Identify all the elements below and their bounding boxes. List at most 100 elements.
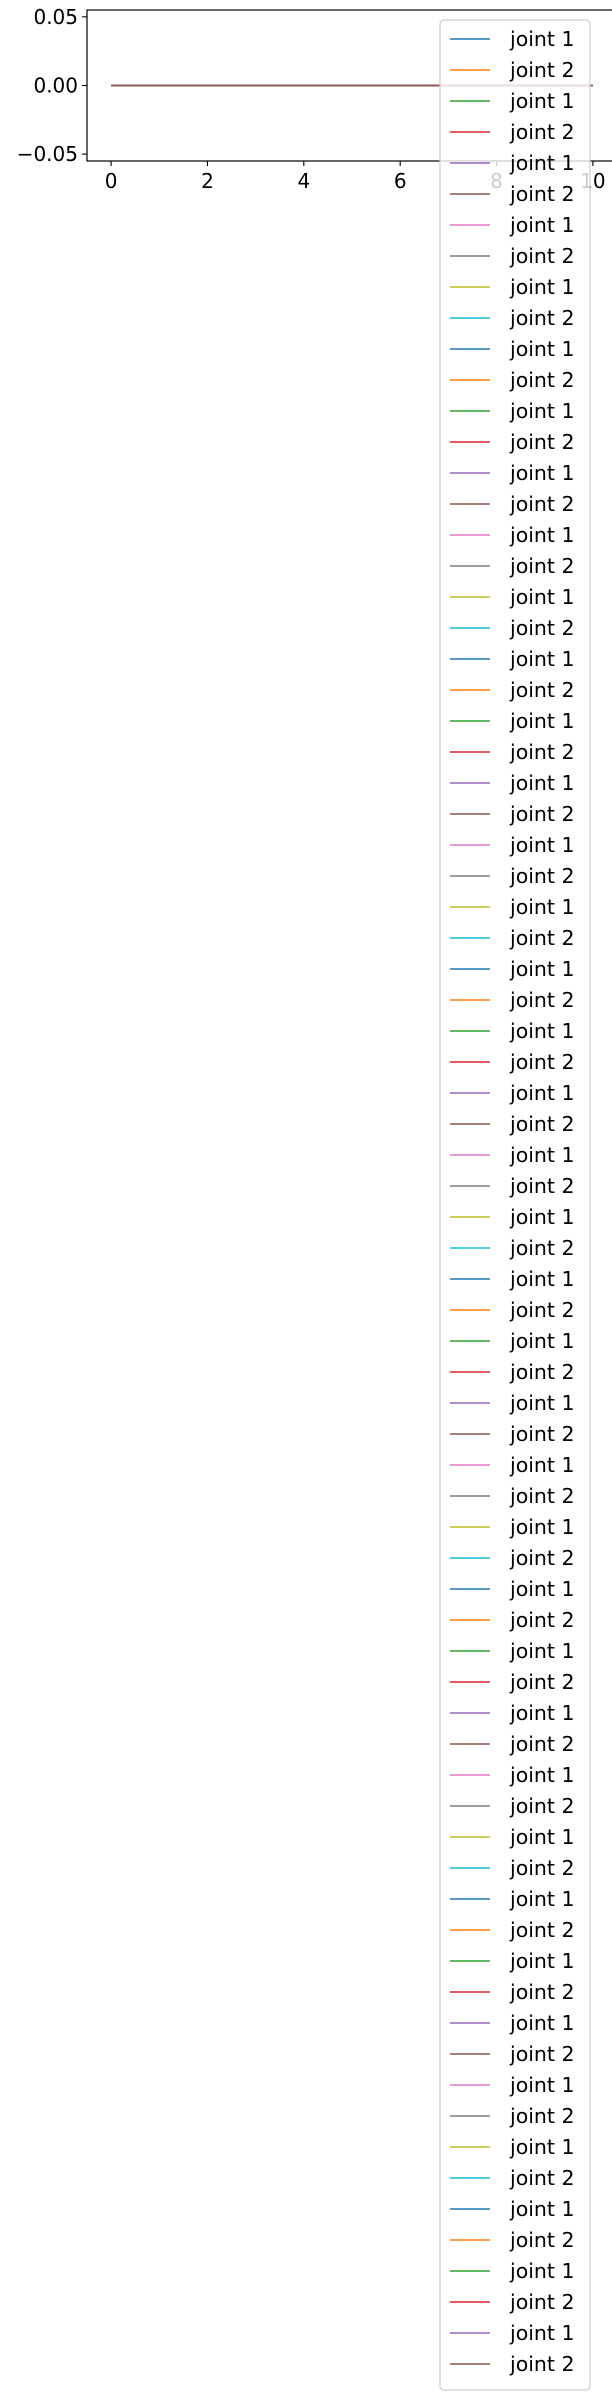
legend-entry: joint 2: [450, 678, 575, 702]
legend-label: joint 2: [509, 1236, 575, 1260]
legend-label: joint 2: [509, 1794, 575, 1818]
legend-entry: joint 1: [450, 213, 575, 237]
legend-entry: joint 2: [450, 988, 575, 1012]
legend-label: joint 1: [509, 2135, 575, 2159]
legend-label: joint 2: [509, 1422, 575, 1446]
legend-entry: joint 1: [450, 1887, 575, 1911]
legend-label: joint 2: [509, 1670, 575, 1694]
legend-entry: joint 2: [450, 740, 575, 764]
x-tick-label: 2: [201, 169, 214, 193]
legend-entry: joint 2: [450, 430, 575, 454]
legend-label: joint 2: [509, 1174, 575, 1198]
legend-entry: joint 1: [450, 2259, 575, 2283]
legend-entry: joint 2: [450, 802, 575, 826]
legend-entry: joint 2: [450, 1174, 575, 1198]
legend-label: joint 1: [509, 1949, 575, 1973]
legend-entry: joint 1: [450, 89, 575, 113]
legend-entry: joint 1: [450, 1825, 575, 1849]
legend-entry: joint 1: [450, 1143, 575, 1167]
legend-label: joint 2: [509, 1732, 575, 1756]
legend-entry: joint 1: [450, 2321, 575, 2345]
x-tick-label: 0: [105, 169, 118, 193]
legend-label: joint 1: [509, 1205, 575, 1229]
legend-entry: joint 1: [450, 2197, 575, 2221]
legend-label: joint 1: [509, 709, 575, 733]
legend-label: joint 2: [509, 1360, 575, 1384]
legend-label: joint 1: [509, 2321, 575, 2345]
x-tick-label: 6: [394, 169, 407, 193]
legend-entry: joint 1: [450, 399, 575, 423]
legend-entry: joint 2: [450, 2290, 575, 2314]
legend: joint 1 joint 2 joint 1 joint 2 joint 1 joint…: [439, 19, 591, 2391]
y-tick-label: −0.05: [17, 142, 78, 166]
legend-label: joint 2: [509, 616, 575, 640]
legend-label: joint 2: [509, 244, 575, 268]
y-axis: −0.05 0.00 0.05: [17, 5, 87, 166]
legend-entry: joint 2: [450, 1918, 575, 1942]
legend-label: joint 1: [509, 1267, 575, 1291]
legend-entry: joint 1: [450, 709, 575, 733]
legend-label: joint 2: [509, 120, 575, 144]
legend-entry: joint 1: [450, 833, 575, 857]
legend-label: joint 2: [509, 554, 575, 578]
legend-label: joint 2: [509, 2166, 575, 2190]
legend-label: joint 1: [509, 833, 575, 857]
legend-label: joint 2: [509, 1112, 575, 1136]
legend-entry: joint 2: [450, 1422, 575, 1446]
legend-label: joint 2: [509, 2042, 575, 2066]
legend-label: joint 1: [509, 27, 575, 51]
y-tick-label: 0.00: [33, 74, 78, 98]
legend-entry: joint 2: [450, 58, 575, 82]
legend-label: joint 2: [509, 802, 575, 826]
legend-label: joint 2: [509, 492, 575, 516]
legend-entry: joint 1: [450, 957, 575, 981]
legend-box: [439, 19, 591, 2391]
legend-entry: joint 2: [450, 1856, 575, 1880]
legend-label: joint 2: [509, 1608, 575, 1632]
legend-label: joint 1: [509, 957, 575, 981]
legend-label: joint 1: [509, 1453, 575, 1477]
legend-label: joint 2: [509, 1918, 575, 1942]
legend-label: joint 1: [509, 585, 575, 609]
legend-entry: joint 2: [450, 1050, 575, 1074]
legend-label: joint 2: [509, 58, 575, 82]
legend-label: joint 2: [509, 1298, 575, 1322]
legend-label: joint 2: [509, 306, 575, 330]
legend-entry: joint 1: [450, 1949, 575, 1973]
legend-entry: joint 2: [450, 120, 575, 144]
legend-entry: joint 1: [450, 337, 575, 361]
legend-label: joint 1: [509, 895, 575, 919]
legend-entry: joint 2: [450, 926, 575, 950]
legend-label: joint 1: [509, 399, 575, 423]
legend-entry: joint 1: [450, 2011, 575, 2035]
legend-entry: joint 2: [450, 2104, 575, 2128]
legend-label: joint 2: [509, 1980, 575, 2004]
y-tick-label: 0.05: [33, 5, 78, 29]
legend-entry: joint 1: [450, 275, 575, 299]
legend-label: joint 2: [509, 864, 575, 888]
legend-entry: joint 1: [450, 1515, 575, 1539]
legend-label: joint 2: [509, 1484, 575, 1508]
legend-label: joint 2: [509, 1546, 575, 1570]
legend-entry: joint 2: [450, 1980, 575, 2004]
legend-label: joint 2: [509, 678, 575, 702]
legend-label: joint 1: [509, 461, 575, 485]
legend-label: joint 1: [509, 1763, 575, 1787]
legend-label: joint 2: [509, 2352, 575, 2376]
legend-label: joint 1: [509, 337, 575, 361]
legend-label: joint 1: [509, 275, 575, 299]
legend-entry: joint 1: [450, 461, 575, 485]
legend-entry: joint 2: [450, 616, 575, 640]
legend-label: joint 2: [509, 740, 575, 764]
legend-entry: joint 1: [450, 2135, 575, 2159]
legend-label: joint 1: [509, 2073, 575, 2097]
legend-label: joint 2: [509, 2104, 575, 2128]
legend-entry: joint 1: [450, 1205, 575, 1229]
legend-label: joint 1: [509, 1081, 575, 1105]
legend-label: joint 1: [509, 89, 575, 113]
legend-entry: joint 2: [450, 1112, 575, 1136]
legend-label: joint 1: [509, 1577, 575, 1601]
legend-label: joint 1: [509, 213, 575, 237]
